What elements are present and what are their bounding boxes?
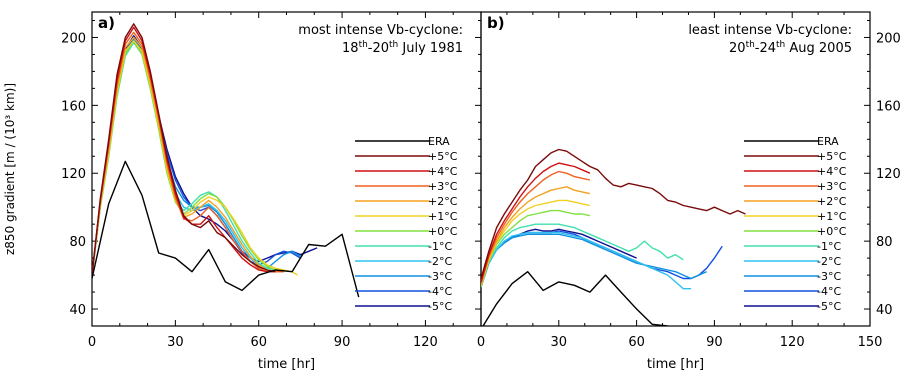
title-part: 18 bbox=[342, 41, 359, 56]
series-line-run-7 bbox=[481, 223, 684, 288]
legend-label: -4°C bbox=[428, 285, 452, 298]
series-line-run-5 bbox=[92, 40, 298, 276]
legend-label: -4°C bbox=[817, 285, 841, 298]
series-line-run-11 bbox=[92, 35, 318, 276]
x-tick-label: 90 bbox=[334, 335, 351, 350]
legend-label: -3°C bbox=[428, 270, 452, 283]
x-tick-label: 120 bbox=[780, 335, 805, 350]
y-tick-label: 80 bbox=[69, 235, 86, 250]
x-tick-label: 60 bbox=[250, 335, 267, 350]
x-tick-label: 0 bbox=[88, 335, 96, 350]
panel-label: a) bbox=[98, 14, 115, 32]
legend-label: -2°C bbox=[817, 255, 841, 268]
legend-label: +4°C bbox=[817, 165, 847, 178]
x-tick-label: 0 bbox=[477, 335, 485, 350]
x-tick-label: 150 bbox=[858, 335, 883, 350]
legend-label: +2°C bbox=[428, 195, 458, 208]
y-tick-label: 40 bbox=[876, 303, 893, 318]
x-tick-label: 60 bbox=[628, 335, 645, 350]
series-line-run-9 bbox=[92, 38, 301, 276]
series-line-era bbox=[482, 271, 668, 326]
series-line-run-4 bbox=[481, 186, 591, 286]
y-tick-label: 160 bbox=[876, 99, 901, 114]
plot-frame bbox=[91, 11, 482, 327]
title-part: -20 bbox=[368, 41, 389, 56]
panel-b: 20th-24th Aug 2005 bbox=[480, 11, 871, 327]
x-tick-label: 120 bbox=[413, 335, 438, 350]
series-line-run-8 bbox=[481, 231, 692, 290]
series-line-era bbox=[92, 160, 360, 298]
y-tick-label: 40 bbox=[69, 303, 86, 318]
x-tick-label: 30 bbox=[551, 335, 568, 350]
legend-label: +1°C bbox=[428, 210, 458, 223]
legend-label: -5°C bbox=[428, 300, 452, 313]
title-part: July 1981 bbox=[398, 41, 463, 56]
series-line-run-2 bbox=[481, 162, 591, 283]
panel-title-line2: 18th-20th July 1981 bbox=[342, 40, 463, 56]
y-tick-label: 80 bbox=[876, 235, 893, 250]
title-part: th bbox=[389, 40, 398, 50]
y-tick-label: 200 bbox=[61, 31, 86, 46]
title-part: 20 bbox=[729, 41, 746, 56]
title-part: Aug 2005 bbox=[785, 41, 852, 56]
x-tick-label: 90 bbox=[706, 335, 723, 350]
x-tick-label: 30 bbox=[167, 335, 184, 350]
series-line-run-3 bbox=[481, 170, 591, 284]
title-part: th bbox=[776, 40, 785, 50]
legend-label: +4°C bbox=[428, 165, 458, 178]
series-line-run-5 bbox=[481, 199, 591, 286]
legend-label: +5°C bbox=[817, 150, 847, 163]
series-line-run-1 bbox=[481, 148, 746, 279]
plot-frame bbox=[480, 11, 871, 327]
legend-label: +0°C bbox=[428, 225, 458, 238]
x-axis-label: time [hr] bbox=[258, 357, 315, 372]
y-tick-label: 120 bbox=[61, 167, 86, 182]
panel-title-line2: 20th-24th Aug 2005 bbox=[729, 40, 852, 56]
legend-label: -3°C bbox=[817, 270, 841, 283]
legend-label: +3°C bbox=[817, 180, 847, 193]
panel-title-line1: least intense Vb-cyclone: bbox=[688, 23, 852, 38]
series-line-run-6 bbox=[481, 209, 591, 288]
title-part: th bbox=[359, 40, 368, 50]
legend-label: ERA bbox=[428, 135, 450, 148]
legend-label: ERA bbox=[817, 135, 839, 148]
series-line-run-2 bbox=[92, 26, 276, 276]
y-axis-label: z850 gradient [m / (10³ km)] bbox=[3, 83, 17, 255]
series-line-run-10 bbox=[92, 36, 301, 276]
legend-label: +2°C bbox=[817, 195, 847, 208]
y-tick-label: 200 bbox=[876, 31, 901, 46]
legend-label: -5°C bbox=[817, 300, 841, 313]
series-line-run-9 bbox=[481, 233, 707, 288]
x-axis-label: time [hr] bbox=[647, 357, 704, 372]
series-line-run-3 bbox=[92, 31, 284, 276]
legend-label: +1°C bbox=[817, 210, 847, 223]
legend-label: -1°C bbox=[428, 240, 452, 253]
y-tick-label: 120 bbox=[876, 167, 901, 182]
series-line-run-1 bbox=[92, 23, 276, 276]
legend-label: -2°C bbox=[428, 255, 452, 268]
panel-label: b) bbox=[487, 14, 505, 32]
title-part: -24 bbox=[755, 41, 776, 56]
y-tick-label: 160 bbox=[61, 99, 86, 114]
series-line-run-4 bbox=[92, 36, 284, 276]
legend-label: -1°C bbox=[817, 240, 841, 253]
panel-title-line1: most intense Vb-cyclone: bbox=[298, 23, 463, 38]
panel-a: 18th-20th July 1981 bbox=[91, 11, 482, 327]
legend-label: +5°C bbox=[428, 150, 458, 163]
legend-label: +0°C bbox=[817, 225, 847, 238]
legend-label: +3°C bbox=[428, 180, 458, 193]
title-part: th bbox=[746, 40, 755, 50]
